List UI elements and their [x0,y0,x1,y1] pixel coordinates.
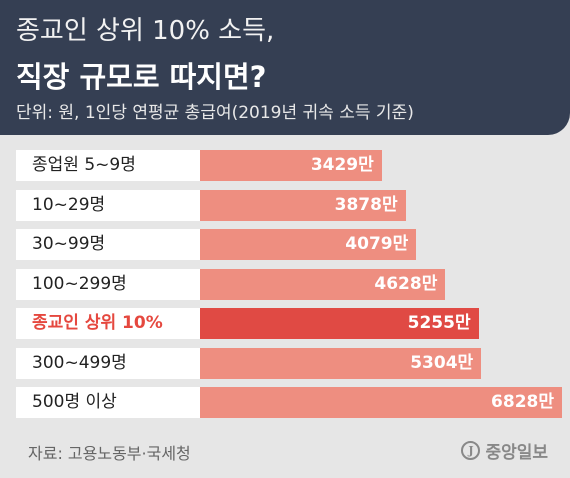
bar-value-label: 3878만 [334,194,398,215]
title-line-2: 직장 규모로 따지면? [16,60,267,94]
label-background [16,229,200,260]
bar-value-label: 6828만 [491,392,554,412]
chart-subtitle: 단위: 원, 1인당 연평균 총급여(2019년 귀속 소득 기준) [16,103,414,123]
label-background [16,189,200,221]
category-label: 30~99명 [32,234,106,254]
category-label: 500명 이상 [32,392,117,412]
bar-row: 5304만 300~499명 [16,347,562,379]
label-background [16,347,200,379]
bar-row: 5255만 종교인 상위 10% [16,308,562,339]
bar-row: 4628만 100~299명 [16,268,562,300]
bar-value-label: 4628만 [374,273,438,294]
brand-name: 중앙일보 [485,442,548,463]
label-background [16,150,200,181]
brand-logo: J 중앙일보 [461,438,548,463]
label-background [16,308,200,339]
bar-value-label: 3429만 [310,155,374,175]
label-background [16,268,200,300]
category-label: 종업원 5~9명 [32,155,136,175]
category-label: 300~499명 [32,352,127,373]
category-label: 100~299명 [32,273,127,294]
bar-value-label: 4079만 [345,234,409,254]
joongang-logo-icon: J [461,440,481,460]
header-panel: 종교인 상위 10% 소득, 직장 규모로 따지면? 단위: 원, 1인당 연평… [0,0,570,135]
bar-row: 3429만 종업원 5~9명 [16,150,562,181]
bar-row: 6828만 500명 이상 [16,387,562,418]
label-background [16,387,200,418]
title-line-1: 종교인 상위 10% 소득, [16,16,275,46]
source-note: 자료: 고용노동부·국세청 [28,444,191,463]
bar-row: 4079만 30~99명 [16,229,562,260]
bar-value-label: 5304만 [410,352,474,373]
bar-row: 3878만 10~29명 [16,189,562,221]
bar-value-label: 5255만 [407,313,471,333]
category-label: 10~29명 [32,194,106,215]
category-label: 종교인 상위 10% [32,313,163,333]
bar-chart: 3429만 종업원 5~9명 3878만 10~29명 4079만 30~99명 4628만… [0,150,570,432]
